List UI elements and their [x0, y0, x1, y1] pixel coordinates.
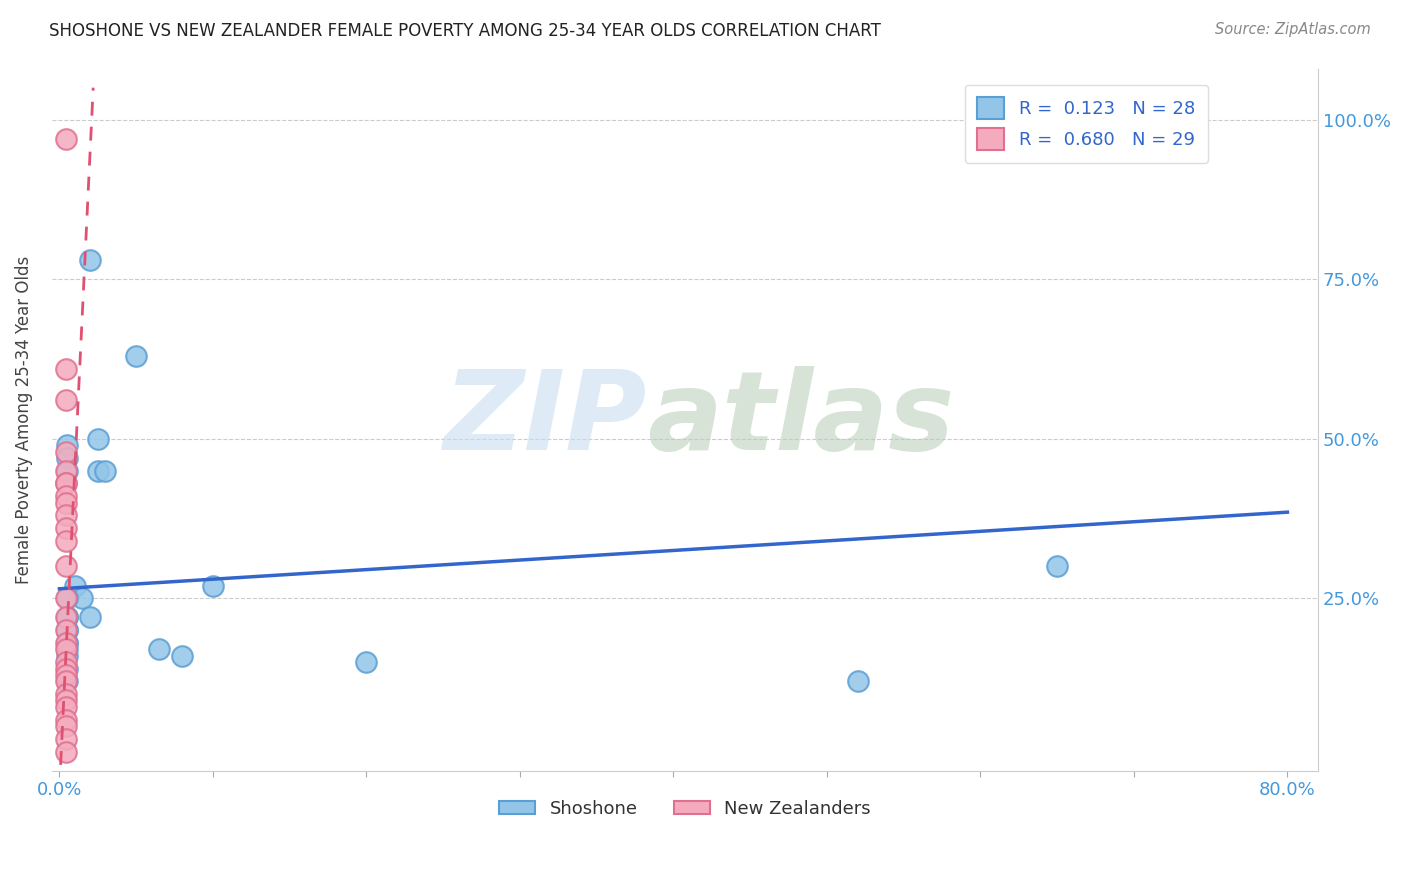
- Point: [55, 674, 77, 689]
- Point: [55, 361, 77, 376]
- Text: Source: ZipAtlas.com: Source: ZipAtlas.com: [1215, 22, 1371, 37]
- Point: [55, 132, 77, 146]
- Point: [56, 636, 79, 650]
- Point: [56, 591, 79, 606]
- Text: ZIP: ZIP: [443, 366, 647, 473]
- Point: [55, 713, 77, 727]
- Point: [56, 636, 79, 650]
- Point: [55, 476, 77, 491]
- Point: [55, 699, 77, 714]
- Point: [55, 610, 77, 624]
- Point: [55, 533, 77, 548]
- Point: [55, 642, 77, 657]
- Point: [55, 655, 77, 669]
- Point: [63, 578, 86, 592]
- Point: [87, 464, 110, 478]
- Point: [55, 687, 77, 701]
- Point: [55, 591, 77, 606]
- Point: [55, 693, 77, 707]
- Y-axis label: Female Poverty Among 25-34 Year Olds: Female Poverty Among 25-34 Year Olds: [15, 255, 32, 583]
- Point: [1046, 559, 1069, 574]
- Point: [55, 662, 77, 676]
- Point: [55, 508, 77, 523]
- Legend: Shoshone, New Zealanders: Shoshone, New Zealanders: [492, 792, 879, 825]
- Text: atlas: atlas: [647, 366, 955, 473]
- Point: [56, 610, 79, 624]
- Point: [56, 624, 79, 638]
- Text: SHOSHONE VS NEW ZEALANDER FEMALE POVERTY AMONG 25-34 YEAR OLDS CORRELATION CHART: SHOSHONE VS NEW ZEALANDER FEMALE POVERTY…: [49, 22, 882, 40]
- Point: [56, 610, 79, 624]
- Point: [55, 521, 77, 535]
- Point: [55, 731, 77, 746]
- Point: [56, 674, 79, 689]
- Point: [201, 578, 224, 592]
- Point: [56, 438, 79, 452]
- Point: [55, 624, 77, 638]
- Point: [55, 489, 77, 503]
- Point: [55, 476, 77, 491]
- Point: [55, 444, 77, 458]
- Point: [55, 464, 77, 478]
- Point: [356, 655, 378, 669]
- Point: [56, 648, 79, 663]
- Point: [55, 495, 77, 509]
- Point: [125, 349, 148, 363]
- Point: [846, 674, 869, 689]
- Point: [55, 559, 77, 574]
- Point: [87, 432, 110, 446]
- Point: [55, 719, 77, 733]
- Point: [55, 745, 77, 759]
- Point: [56, 662, 79, 676]
- Point: [55, 636, 77, 650]
- Point: [172, 648, 194, 663]
- Point: [72, 591, 94, 606]
- Point: [94, 464, 117, 478]
- Point: [56, 464, 79, 478]
- Point: [79, 253, 101, 268]
- Point: [55, 668, 77, 682]
- Point: [56, 450, 79, 465]
- Point: [55, 393, 77, 408]
- Point: [79, 610, 101, 624]
- Point: [56, 624, 79, 638]
- Point: [148, 642, 170, 657]
- Point: [56, 642, 79, 657]
